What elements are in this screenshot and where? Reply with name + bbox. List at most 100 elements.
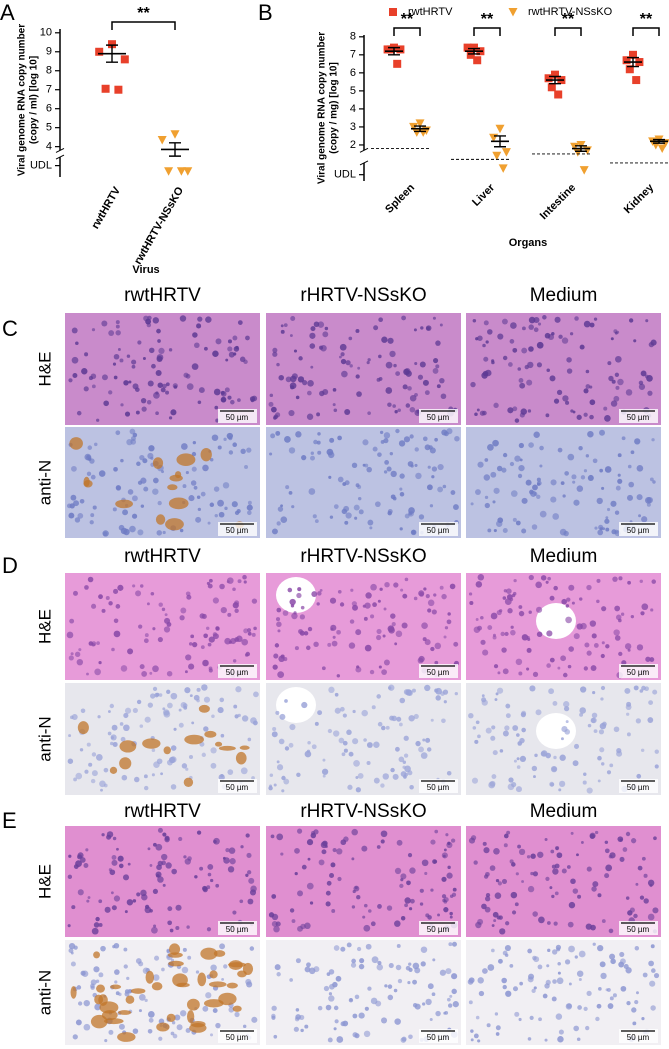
nucleus	[277, 671, 285, 678]
nucleus	[399, 491, 405, 497]
nucleus	[73, 777, 77, 782]
nucleus	[322, 758, 326, 762]
y-tick-label: 4	[46, 141, 52, 153]
nucleus	[414, 361, 418, 366]
nucleus	[385, 361, 393, 369]
nucleus	[622, 847, 628, 852]
nucleus	[337, 476, 344, 483]
nucleus	[349, 364, 353, 368]
nucleus	[399, 527, 403, 531]
nucleus	[396, 944, 401, 948]
nucleus	[147, 1010, 155, 1018]
nucleus	[123, 712, 129, 719]
nucleus	[449, 994, 453, 998]
y-tick-label: 10	[40, 27, 52, 39]
nucleus	[304, 922, 311, 930]
nucleus	[126, 899, 134, 906]
nucleus	[332, 403, 336, 407]
nucleus	[468, 1000, 473, 1005]
nucleus	[380, 830, 388, 838]
nucleus	[375, 1000, 382, 1007]
micrograph: 50 µm	[266, 940, 461, 1045]
nucleus	[96, 418, 100, 422]
nucleus	[344, 520, 349, 525]
nucleus	[475, 720, 480, 725]
nucleus	[247, 500, 252, 505]
nucleus	[354, 994, 360, 1000]
nucleus	[490, 735, 496, 741]
nucleus	[112, 362, 117, 366]
nucleus	[225, 358, 229, 362]
nucleus	[280, 324, 284, 328]
nucleus	[248, 877, 255, 884]
nucleus	[276, 607, 282, 613]
nucleus	[623, 963, 629, 970]
nucleus	[427, 599, 435, 607]
nucleus	[227, 395, 232, 400]
nucleus	[353, 504, 360, 511]
nucleus	[613, 726, 620, 733]
micrograph: 50 µm	[65, 940, 260, 1045]
nucleus	[596, 599, 600, 604]
nucleus	[86, 899, 90, 903]
nucleus	[537, 851, 544, 858]
nucleus	[374, 501, 381, 508]
nucleus	[427, 465, 431, 469]
nucleus	[151, 926, 158, 934]
nucleus	[154, 955, 160, 961]
nucleus	[450, 490, 456, 495]
nucleus	[291, 505, 295, 509]
nucleus	[137, 340, 142, 345]
nucleus	[415, 740, 421, 747]
data-point	[508, 8, 518, 17]
nucleus	[642, 972, 648, 978]
nucleus	[409, 434, 414, 439]
nucleus	[71, 327, 78, 334]
nucleus	[435, 695, 441, 701]
nucleus	[185, 654, 192, 661]
nucleus	[576, 485, 584, 492]
nucleus	[141, 671, 148, 677]
nucleus	[501, 318, 508, 325]
nucleus	[70, 951, 74, 955]
nucleus	[115, 484, 121, 491]
nucleus	[505, 713, 511, 719]
nucleus	[154, 692, 159, 698]
nucleus	[625, 831, 631, 837]
nucleus	[90, 985, 95, 990]
nucleus	[148, 1017, 154, 1023]
nucleus	[547, 333, 555, 341]
nucleus	[84, 453, 92, 461]
nucleus	[158, 1036, 163, 1041]
nucleus	[203, 726, 209, 732]
nucleus	[432, 316, 436, 320]
nucleus	[330, 862, 336, 868]
nucleus	[297, 890, 304, 897]
nucleus	[397, 408, 401, 412]
nucleus	[493, 847, 500, 855]
nucleus	[423, 587, 427, 591]
error-bar	[549, 75, 561, 85]
nucleus	[102, 530, 109, 537]
nucleus	[504, 725, 510, 731]
nucleus	[151, 773, 155, 777]
y-tick-label: 7	[350, 49, 356, 61]
y-tick-label: 5	[46, 122, 52, 134]
nucleus	[226, 580, 230, 584]
scale-bar-box	[619, 921, 658, 935]
nucleus	[587, 474, 594, 481]
nucleus	[120, 403, 124, 407]
nucleus	[578, 977, 582, 981]
nucleus	[431, 466, 438, 472]
nucleus	[350, 588, 354, 592]
nucleus	[381, 669, 387, 676]
nucleus	[290, 315, 296, 321]
stain	[115, 499, 133, 509]
nucleus	[322, 840, 328, 847]
nucleus	[293, 349, 298, 353]
nucleus	[131, 359, 137, 365]
data-point	[463, 43, 472, 52]
nucleus	[565, 616, 572, 624]
nucleus	[613, 329, 618, 334]
nucleus	[153, 924, 157, 928]
